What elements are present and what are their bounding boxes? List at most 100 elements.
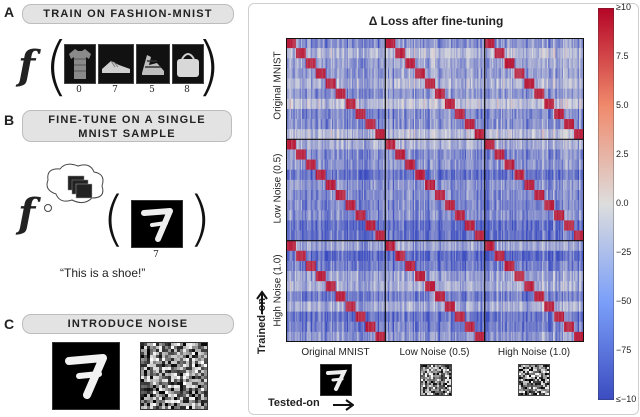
heatmap-cell <box>469 68 472 79</box>
heatmap-cell <box>360 68 363 79</box>
heatmap-cell <box>418 68 421 79</box>
heatmap-cell <box>423 48 426 59</box>
heatmap-cell <box>475 149 478 160</box>
heatmap-cell <box>319 220 322 231</box>
noise-pixel <box>141 376 144 379</box>
heatmap-cell <box>349 119 351 130</box>
heatmap-cell <box>484 129 487 140</box>
heatmap-cell <box>309 169 312 181</box>
heatmap-cell <box>322 159 324 171</box>
noise-pixel <box>174 388 177 391</box>
noise-pixel <box>174 394 177 397</box>
heatmap-cell <box>410 169 412 181</box>
heatmap-cell <box>370 68 372 79</box>
heatmap-cell <box>436 159 438 171</box>
heatmap-cell <box>312 190 314 201</box>
noise-pixel <box>162 394 165 397</box>
heatmap-cell <box>533 139 535 150</box>
heatmap-cell <box>497 139 499 150</box>
heatmap-cell <box>398 108 401 120</box>
heatmap-cell <box>505 159 508 171</box>
heatmap-cell <box>562 119 565 130</box>
heatmap-cell <box>468 88 471 100</box>
heatmap-cell <box>309 98 312 110</box>
noise-pixel <box>198 397 201 400</box>
heatmap-cell <box>330 88 333 100</box>
heatmap-cell <box>551 78 554 89</box>
heatmap-cell <box>489 108 492 120</box>
heatmap-cell <box>576 108 579 120</box>
heatmap-cell <box>290 169 293 181</box>
heatmap-cell <box>454 88 457 100</box>
noise-pixel <box>201 352 204 355</box>
heatmap-cell <box>430 88 432 100</box>
heatmap-cell <box>524 88 526 100</box>
heatmap-cell <box>556 190 559 201</box>
heatmap-cell <box>454 78 457 89</box>
heatmap-cell <box>328 88 330 100</box>
noise-pixel <box>141 385 144 388</box>
heatmap-cell <box>546 68 549 79</box>
heatmap-cell <box>441 179 443 191</box>
heatmap-cell <box>395 58 397 69</box>
heatmap-cell <box>539 139 541 150</box>
heatmap-cell <box>395 149 397 160</box>
heatmap-cell <box>529 108 531 120</box>
heatmap-cell <box>382 129 385 140</box>
heatmap-cell <box>387 48 390 59</box>
heatmap-cell <box>547 78 550 89</box>
heatmap-cell <box>370 129 372 140</box>
heatmap-cell <box>535 159 538 171</box>
noise-pixel <box>177 373 180 376</box>
heatmap-cell <box>426 169 428 181</box>
heatmap-cell <box>520 98 523 110</box>
heatmap-cell <box>443 78 446 89</box>
heatmap-cell <box>472 210 474 221</box>
heatmap-cell <box>534 139 536 150</box>
heatmap-cell <box>466 48 468 59</box>
noise-pixel <box>201 370 204 373</box>
heatmap-cell <box>387 78 390 89</box>
heatmap-cell <box>513 108 515 120</box>
heatmap-cell <box>556 169 559 181</box>
heatmap-cell <box>493 159 495 171</box>
heatmap-cell <box>355 149 358 160</box>
heatmap-cell <box>360 159 363 171</box>
heatmap-cell <box>524 58 526 69</box>
heatmap-cell <box>571 98 574 110</box>
noise-pixel <box>153 361 156 364</box>
heatmap-cell <box>350 200 353 211</box>
heatmap-cell <box>326 139 329 150</box>
heatmap-cell <box>310 210 313 221</box>
heatmap-cell <box>471 108 473 120</box>
heatmap-cell <box>494 210 497 221</box>
heatmap-cell <box>395 88 397 100</box>
heatmap-cell <box>539 129 541 140</box>
heatmap-cell <box>562 98 565 110</box>
heatmap-cell <box>516 149 519 160</box>
heatmap-cell <box>499 58 502 69</box>
heatmap-cell <box>456 129 458 140</box>
heatmap-cell <box>498 200 500 211</box>
heatmap-cell <box>482 68 484 79</box>
heatmap-cell <box>477 68 479 79</box>
heatmap-cell <box>359 200 361 211</box>
heatmap-cell <box>350 88 353 100</box>
heatmap-cell <box>528 98 530 110</box>
heatmap-cell <box>523 169 525 181</box>
heatmap-cell <box>515 210 518 221</box>
heatmap-cell <box>294 98 297 110</box>
heatmap-cell <box>437 119 440 130</box>
heatmap-cell <box>317 38 319 49</box>
thumb-sneaker <box>98 44 134 84</box>
heatmap-cell <box>498 139 500 150</box>
heatmap-cell <box>401 149 404 160</box>
heatmap-cell <box>427 139 430 150</box>
heatmap-cell <box>289 48 292 59</box>
heatmap-cell <box>443 48 446 59</box>
heatmap-cell <box>326 129 329 140</box>
heatmap-cell <box>473 159 476 171</box>
heatmap-cell <box>547 68 550 79</box>
heatmap-cell <box>493 200 495 211</box>
noise-pixel <box>177 403 180 406</box>
